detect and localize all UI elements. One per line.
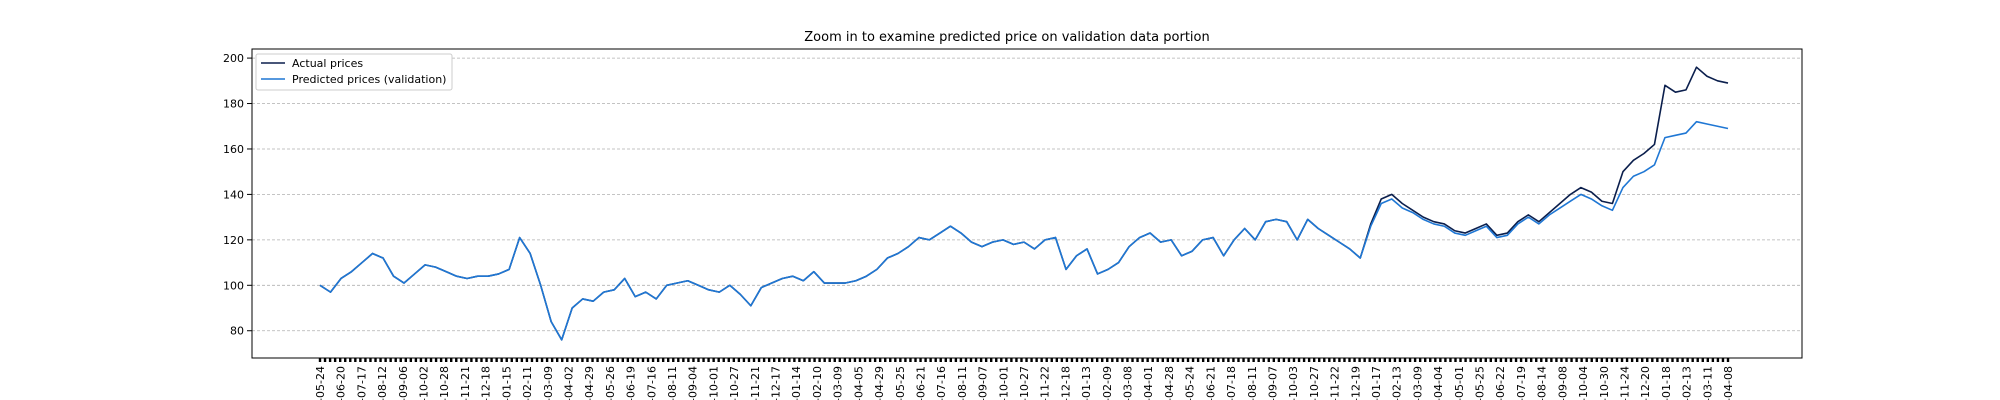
x-tick-label: -11-21 (749, 366, 762, 400)
x-tick-label: -03-09 (1411, 366, 1424, 400)
x-tick-label: -04-28 (1163, 366, 1176, 400)
x-tick-label: -04-08 (1722, 366, 1735, 400)
x-tick-label: -03-11 (1701, 366, 1714, 400)
x-tick-label: -12-18 (1059, 366, 1072, 400)
x-tick-label: -07-16 (645, 366, 658, 400)
x-tick-label: -04-02 (562, 366, 575, 400)
x-tick-label: -08-12 (376, 366, 389, 400)
x-tick-label: -07-16 (935, 366, 948, 400)
x-tick-label: -10-01 (707, 366, 720, 400)
x-tick-label: -06-22 (1494, 366, 1507, 400)
x-tick-label: -12-17 (770, 366, 783, 400)
y-tick-label: 80 (230, 325, 244, 338)
x-tick-label: -04-29 (583, 366, 596, 400)
x-tick-label: -07-18 (1225, 366, 1238, 400)
y-axis: 80 100 120 140 160 180 200 (223, 52, 252, 338)
x-tick-label: -12-20 (1639, 366, 1652, 400)
x-tick-label: -11-22 (1329, 366, 1342, 400)
x-tick-label: -10-27 (1018, 366, 1031, 400)
x-tick-label: -08-11 (666, 366, 679, 400)
x-tick-label: -07-19 (1515, 366, 1528, 400)
x-tick-label: -03-08 (1122, 366, 1135, 400)
plot-frame (252, 49, 1802, 358)
x-tick-label: -10-27 (728, 366, 741, 400)
y-tick-label: 200 (223, 52, 244, 65)
x-tick-label: -10-02 (418, 366, 431, 400)
legend: Actual prices Predicted prices (validati… (256, 54, 452, 90)
x-tick-label: -12-18 (480, 366, 493, 400)
x-tick-label: -09-04 (687, 366, 700, 400)
x-tick-label: -01-15 (500, 366, 513, 400)
x-tick-label: -05-24 (314, 366, 327, 400)
x-tick-label: -10-30 (1598, 366, 1611, 400)
x-tick-label: -01-14 (790, 366, 803, 400)
x-tick-label: -11-22 (1039, 366, 1052, 400)
x-tick-label: -06-20 (335, 366, 348, 400)
x-tick-label: -04-29 (873, 366, 886, 400)
x-tick-label: -02-10 (811, 366, 824, 400)
x-tick-label: -05-25 (894, 366, 907, 400)
x-tick-label: -04-04 (1432, 366, 1445, 400)
x-tick-label: -07-17 (355, 366, 368, 400)
x-tick-label: -06-21 (914, 366, 927, 400)
x-tick-label: -02-09 (1101, 366, 1114, 400)
x-tick-label: -05-26 (604, 366, 617, 400)
legend-entry-predicted: Predicted prices (validation) (292, 73, 446, 86)
x-tick-label: -10-01 (997, 366, 1010, 400)
series-line-actual (320, 67, 1728, 340)
x-tick-label: -05-01 (1453, 366, 1466, 400)
x-tick-label: -10-03 (1287, 366, 1300, 400)
x-tick-label: -01-13 (1080, 366, 1093, 400)
x-tick-label: -10-28 (438, 366, 451, 400)
x-tick-label: -04-05 (852, 366, 865, 400)
x-tick-label: -10-04 (1577, 366, 1590, 400)
y-tick-label: 120 (223, 234, 244, 247)
x-tick-label: -02-13 (1681, 366, 1694, 400)
x-tick-label: -08-11 (1246, 366, 1259, 400)
x-tick-label: -11-21 (459, 366, 472, 400)
x-tick-label: -02-11 (521, 366, 534, 400)
x-tick-label: -04-01 (1142, 366, 1155, 400)
x-tick-label: -06-21 (1204, 366, 1217, 400)
y-tick-label: 160 (223, 143, 244, 156)
legend-entry-actual: Actual prices (292, 57, 363, 70)
y-tick-label: 180 (223, 98, 244, 111)
x-tick-label: -01-18 (1660, 366, 1673, 400)
x-tick-label: -09-07 (977, 366, 990, 400)
x-tick-label: -03-09 (542, 366, 555, 400)
x-tick-label: -08-14 (1536, 366, 1549, 400)
x-tick-label: -05-24 (1184, 366, 1197, 400)
chart-title: Zoom in to examine predicted price on va… (804, 30, 1209, 45)
y-tick-label: 140 (223, 188, 244, 201)
x-tick-label: -10-27 (1308, 366, 1321, 400)
x-tick-label: -05-25 (1474, 366, 1487, 400)
x-axis: -05-24 -06-20 -07-17 -08-12 -09-06 -10-02 -10-… (314, 358, 1735, 400)
x-tick-label: -12-19 (1349, 366, 1362, 400)
y-tick-label: 100 (223, 279, 244, 292)
series-layer (320, 67, 1728, 340)
x-tick-label: -03-09 (832, 366, 845, 400)
x-tick-label: -06-19 (625, 366, 638, 400)
x-tick-label: -11-24 (1618, 366, 1631, 400)
x-tick-label: -09-08 (1556, 366, 1569, 400)
x-tick-label: -02-13 (1391, 366, 1404, 400)
x-tick-label: -01-17 (1370, 366, 1383, 400)
series-line-predicted (320, 122, 1728, 340)
x-tick-label: -08-11 (956, 366, 969, 400)
x-tick-label: -09-06 (397, 366, 410, 400)
x-tick-label: -09-07 (1266, 366, 1279, 400)
